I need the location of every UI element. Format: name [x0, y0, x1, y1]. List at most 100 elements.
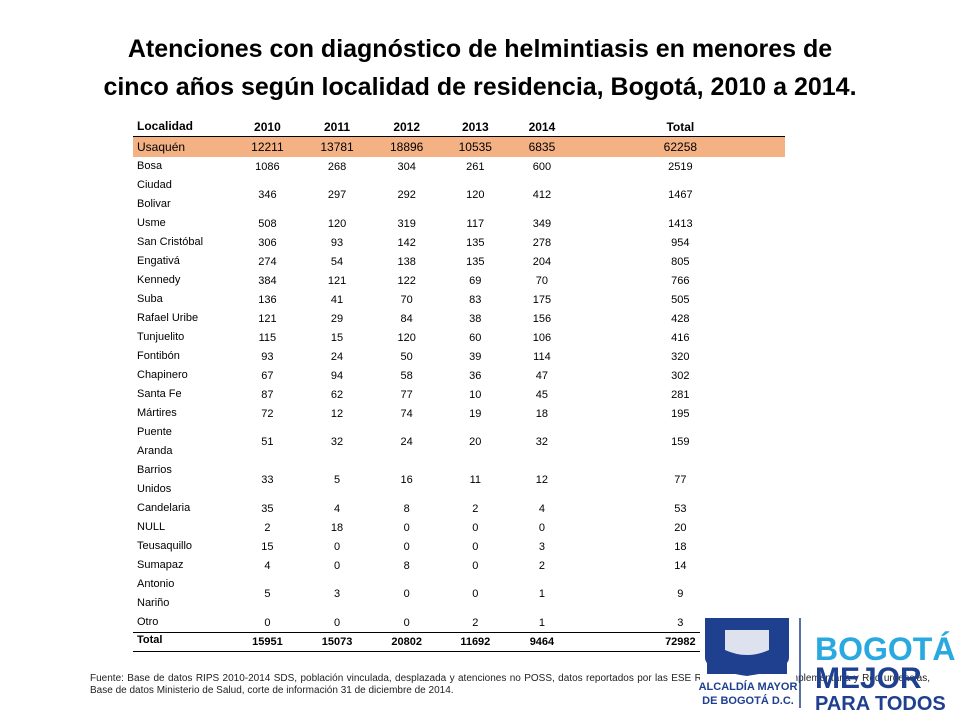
cell: 84 — [400, 312, 413, 325]
row-label: Puente Aranda — [137, 426, 173, 457]
cell: 412 — [532, 189, 552, 201]
cell: 29 — [330, 312, 344, 325]
cell: 505 — [671, 293, 690, 306]
cell: 14 — [674, 559, 687, 572]
row-label: Usme — [137, 217, 166, 229]
table-row: San Cristóbal 306 93 142 135 278 954 — [133, 233, 785, 252]
cell: 32 — [535, 436, 549, 448]
row-label: Barrios Unidos — [137, 464, 172, 495]
row-label: Rafael Uribe — [137, 312, 199, 324]
cell: 2013 — [442, 117, 509, 137]
table-row: Candelaria 35 4 8 2 4 53 — [133, 499, 785, 518]
cell: 93 — [261, 350, 274, 363]
cell: 2 — [264, 521, 271, 534]
cell: 35 — [261, 502, 274, 515]
title: Atenciones con diagnóstico de helmintias… — [0, 30, 960, 106]
cell: 2 — [472, 502, 479, 515]
cell: 349 — [532, 217, 552, 230]
cell: 0 — [403, 588, 410, 600]
cell: 33 — [261, 474, 274, 486]
cell: 4 — [333, 502, 341, 515]
cell: 0 — [264, 616, 271, 629]
table-row: Bosa 1086 268 304 261 600 2519 — [133, 157, 785, 176]
cell: 19 — [469, 407, 482, 420]
cell: 304 — [397, 160, 416, 173]
cell: 3 — [333, 588, 341, 600]
cell: 54 — [330, 255, 344, 268]
row-label: Total — [133, 632, 232, 652]
cell: 120 — [327, 217, 347, 230]
cell: 135 — [466, 255, 485, 268]
cell: 4 — [264, 559, 271, 572]
cell: 10535 — [442, 136, 509, 157]
table-row: Santa Fe 87 62 77 10 45 281 — [133, 385, 785, 404]
cell: 0 — [333, 616, 341, 629]
cell: 50 — [400, 350, 413, 363]
cell: 120 — [397, 331, 416, 344]
cell: 2012 — [370, 117, 443, 137]
row-label: Teusaquillo — [137, 540, 193, 552]
cell: 87 — [261, 388, 274, 401]
cell: 15951 — [231, 632, 304, 652]
cell: 62258 — [575, 136, 785, 157]
cell: 12 — [535, 474, 549, 486]
table-row: Fontibón 93 24 50 39 114 320 — [133, 347, 785, 366]
cell: 135 — [466, 236, 485, 249]
cell: 3 — [538, 540, 545, 553]
cell: 2011 — [303, 117, 371, 137]
cell: 2 — [538, 559, 545, 572]
cell: 36 — [469, 369, 482, 382]
row-label: Fontibón — [137, 350, 180, 362]
cell: 13781 — [303, 136, 371, 157]
cell: Total — [575, 117, 785, 137]
cell: 11 — [469, 474, 482, 486]
cell: 15 — [330, 331, 344, 344]
table-row: Chapinero 67 94 58 36 47 302 — [133, 366, 785, 385]
cell: 0 — [538, 521, 545, 534]
cell: 320 — [671, 350, 690, 363]
cell: 20 — [674, 521, 687, 534]
cell: 766 — [671, 274, 690, 287]
cell: 20802 — [370, 632, 443, 652]
cell: 0 — [403, 521, 410, 534]
cell: 114 — [533, 350, 551, 363]
cell: 3 — [677, 616, 684, 629]
table-row: Ciudad Bolivar 346 297 292 120 412 1467 — [133, 176, 785, 214]
cell: 0 — [333, 540, 341, 553]
cell: 1086 — [255, 160, 280, 173]
cell: 8 — [403, 559, 410, 572]
cell: 346 — [258, 189, 277, 201]
cell: 20 — [469, 436, 482, 448]
cell: 1467 — [668, 189, 693, 201]
cell: 142 — [397, 236, 416, 249]
row-label: Chapinero — [137, 369, 188, 381]
cell: 72 — [261, 407, 274, 420]
cell: 2014 — [508, 117, 576, 137]
table-row: Teusaquillo 15 0 0 0 3 18 — [133, 537, 785, 556]
cell: 159 — [671, 436, 690, 448]
cell: 77 — [674, 474, 687, 486]
row-label: Suba — [137, 293, 163, 305]
cell: 274 — [258, 255, 277, 268]
cell: 47 — [535, 369, 549, 382]
cell: 138 — [397, 255, 416, 268]
table-row: Barrios Unidos 33 5 16 11 12 77 — [133, 461, 785, 499]
table-row: Usaquén 12211 13781 18896 10535 6835 62258 — [133, 136, 785, 157]
footnote: Fuente: Base de datos RIPS 2010-2014 SDS… — [90, 673, 930, 696]
table-row: NULL 2 18 0 0 0 20 — [133, 518, 785, 537]
cell: 306 — [258, 236, 277, 249]
cell: 18896 — [370, 136, 443, 157]
cell: 428 — [671, 312, 690, 325]
row-label: Tunjuelito — [137, 331, 185, 343]
cell: 115 — [258, 331, 277, 344]
title-line: cinco años según localidad de residencia… — [103, 73, 857, 101]
cell: 58 — [400, 369, 413, 382]
table-row: Puente Aranda 51 32 24 20 32 159 — [133, 423, 785, 461]
title-line: Atenciones con diagnóstico de helmintias… — [127, 35, 833, 63]
row-label: San Cristóbal — [137, 236, 204, 248]
cell: 1413 — [668, 217, 693, 230]
cell: 45 — [535, 388, 549, 401]
row-label: Ciudad Bolivar — [137, 179, 172, 210]
cell: 0 — [472, 540, 479, 553]
